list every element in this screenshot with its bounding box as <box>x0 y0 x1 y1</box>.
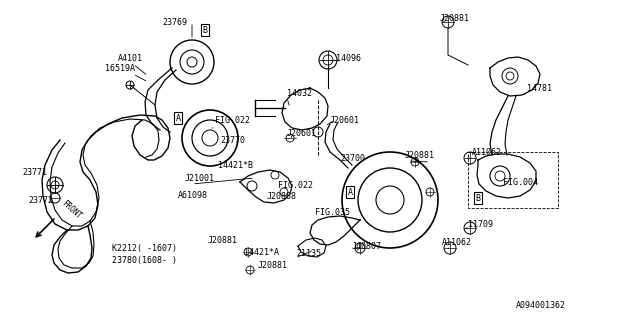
Text: J20601: J20601 <box>287 129 317 138</box>
Text: FIG.022: FIG.022 <box>278 180 313 189</box>
Text: A11062: A11062 <box>472 148 502 156</box>
Text: FRONT: FRONT <box>60 199 83 221</box>
Text: FIG.004: FIG.004 <box>503 178 538 187</box>
Text: 23780(1608- ): 23780(1608- ) <box>112 255 177 265</box>
Text: K2212( -1607): K2212( -1607) <box>112 244 177 252</box>
Text: A: A <box>348 188 353 196</box>
Text: 23770: 23770 <box>220 135 245 145</box>
Text: 14032: 14032 <box>287 89 312 98</box>
Text: 14781: 14781 <box>527 84 552 92</box>
Text: FIG.022: FIG.022 <box>215 116 250 124</box>
Text: 23769: 23769 <box>163 18 188 27</box>
Text: A61098: A61098 <box>178 190 208 199</box>
Text: 14421*A: 14421*A <box>244 247 279 257</box>
Text: B: B <box>476 194 481 203</box>
Text: 21135: 21135 <box>296 249 321 258</box>
Text: B: B <box>202 26 207 35</box>
Text: A094001362: A094001362 <box>516 301 566 310</box>
Text: J40807: J40807 <box>352 242 382 251</box>
Text: J20881: J20881 <box>405 150 435 159</box>
Text: A: A <box>175 114 180 123</box>
Text: J20601: J20601 <box>330 116 360 124</box>
Text: A11062: A11062 <box>442 237 472 246</box>
Text: A4101: A4101 <box>118 53 143 62</box>
Text: 11709: 11709 <box>468 220 493 228</box>
Text: 23700: 23700 <box>340 154 365 163</box>
Text: 14421*B: 14421*B <box>218 161 253 170</box>
Text: J20881: J20881 <box>258 261 288 270</box>
Text: FIG.035: FIG.035 <box>315 207 350 217</box>
Text: J20881: J20881 <box>208 236 238 244</box>
Text: J21001: J21001 <box>185 173 215 182</box>
Text: J20888: J20888 <box>267 191 297 201</box>
Text: 23771: 23771 <box>22 167 47 177</box>
Text: 23772: 23772 <box>28 196 53 204</box>
Text: 14096: 14096 <box>336 53 361 62</box>
Text: 16519A: 16519A <box>105 63 135 73</box>
Text: J20881: J20881 <box>440 13 470 22</box>
